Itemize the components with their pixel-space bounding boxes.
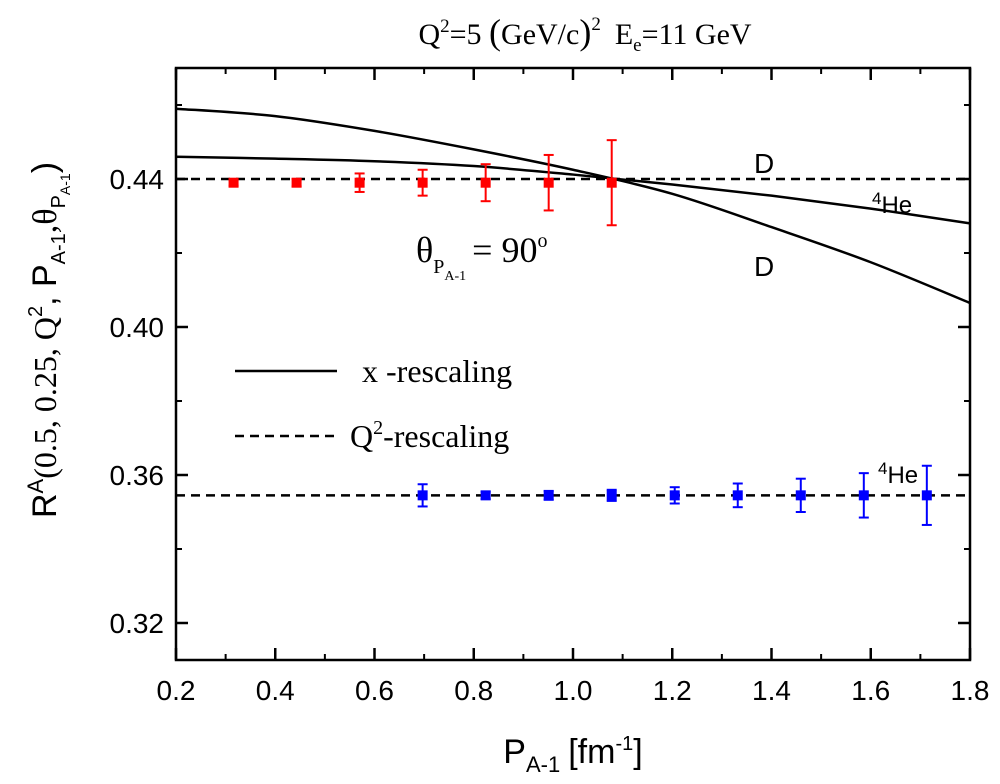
label-d-upper: D — [754, 148, 774, 179]
legend-dashed-label: Q2-rescaling — [350, 417, 509, 454]
x-tick-label: 0.8 — [454, 675, 493, 706]
x-axis-label: PA-1 [fm-1] — [503, 733, 642, 777]
data-point — [291, 177, 302, 188]
chart-title: Q2=5 (GeV/c)2 Ee=11 GeV — [418, 12, 751, 56]
angle-annotation: θPA-1= 90o — [416, 230, 547, 284]
data-point — [669, 490, 680, 501]
data-point — [417, 177, 428, 188]
data-point — [228, 177, 239, 188]
x-tick-label: 1.0 — [554, 675, 593, 706]
label-he-lower: 4He — [878, 459, 918, 489]
curve-d-x-rescaling — [175, 107, 971, 305]
x-tick-label: 0.2 — [157, 675, 196, 706]
x-axis: 0.2 0.4 0.6 0.8 1.0 1.2 1.4 1.6 1.8 — [157, 68, 990, 706]
x-tick-label: 1.6 — [851, 675, 890, 706]
data-point — [606, 490, 617, 501]
y-tick-label: 0.40 — [110, 312, 165, 343]
data-point — [480, 490, 491, 501]
x-tick-label: 1.8 — [951, 675, 990, 706]
data-point — [417, 490, 428, 501]
x-tick-label: 1.2 — [653, 675, 692, 706]
x-tick-label: 1.4 — [752, 675, 791, 706]
x-tick-label: 0.6 — [355, 675, 394, 706]
data-point — [543, 490, 554, 501]
label-d-lower: D — [754, 251, 774, 282]
data-point — [543, 177, 554, 188]
data-point — [354, 177, 365, 188]
data-point — [921, 490, 932, 501]
data-point — [480, 177, 491, 188]
y-tick-label: 0.32 — [110, 608, 165, 639]
plot-frame — [174, 66, 972, 662]
legend-solid-label: x -rescaling — [362, 353, 512, 389]
data-point — [732, 490, 743, 501]
series-layer — [175, 107, 971, 526]
y-axis-label: RA(0.5, 0.25, Q2, PA-1,θPA-1) — [23, 162, 73, 518]
y-tick-label: 0.44 — [110, 164, 165, 195]
data-point — [606, 177, 617, 188]
x-tick-label: 0.4 — [256, 675, 295, 706]
data-point — [858, 490, 869, 501]
data-point — [795, 490, 806, 501]
y-axis: 0.32 0.36 0.40 0.44 — [110, 104, 970, 639]
label-he-upper: 4He — [872, 189, 912, 219]
y-tick-label: 0.36 — [110, 460, 165, 491]
curve-4he-x-rescaling — [175, 155, 971, 225]
legend: x -rescaling Q2-rescaling — [235, 353, 512, 454]
